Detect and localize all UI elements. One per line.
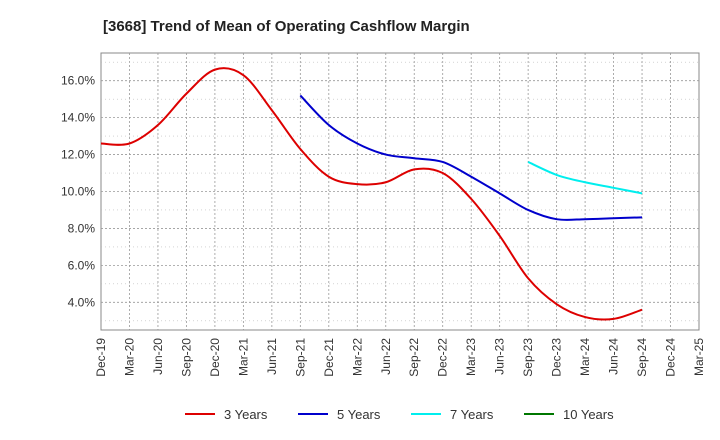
y-tick-label: 8.0% bbox=[68, 221, 96, 235]
x-tick-label: Sep-21 bbox=[293, 338, 307, 377]
x-tick-label: Mar-24 bbox=[578, 338, 592, 376]
x-tick-label: Mar-20 bbox=[122, 338, 136, 376]
x-tick-label: Dec-21 bbox=[322, 338, 336, 377]
y-tick-label: 12.0% bbox=[61, 148, 95, 162]
y-tick-label: 14.0% bbox=[61, 111, 95, 125]
x-tick-label: Sep-22 bbox=[407, 338, 421, 377]
x-tick-label: Mar-23 bbox=[464, 338, 478, 376]
series-line-3-years bbox=[100, 67, 643, 321]
x-tick-label: Mar-25 bbox=[692, 338, 706, 376]
y-tick-label: 6.0% bbox=[68, 258, 96, 272]
x-tick-label: Mar-22 bbox=[350, 338, 364, 376]
series-lines bbox=[100, 67, 643, 321]
x-axis: Dec-19 Mar-20 Jun-20 Sep-20 Dec-20 Mar-21 Jun-… bbox=[94, 338, 706, 377]
x-tick-label: Jun-22 bbox=[379, 338, 393, 375]
x-tick-label: Jun-24 bbox=[607, 338, 621, 375]
series-line-7-years bbox=[527, 161, 643, 195]
legend-label-3-years: 3 Years bbox=[224, 407, 268, 422]
y-tick-label: 10.0% bbox=[61, 185, 95, 199]
x-tick-label: Jun-21 bbox=[265, 338, 279, 375]
chart-title: [3668] Trend of Mean of Operating Cashfl… bbox=[103, 18, 470, 35]
x-tick-label: Dec-24 bbox=[664, 338, 678, 377]
x-tick-label: Jun-23 bbox=[493, 338, 507, 375]
y-tick-label: 16.0% bbox=[61, 74, 95, 88]
x-tick-label: Jun-20 bbox=[151, 338, 165, 375]
legend-label-7-years: 7 Years bbox=[450, 407, 494, 422]
legend-label-10-years: 10 Years bbox=[563, 407, 614, 422]
series-line-5-years bbox=[299, 94, 643, 221]
y-tick-label: 4.0% bbox=[68, 295, 96, 309]
x-tick-label: Dec-22 bbox=[436, 338, 450, 377]
legend: 3 Years 5 Years 7 Years 10 Years bbox=[185, 407, 614, 422]
y-axis: 4.0% 6.0% 8.0% 10.0% 12.0% 14.0% 16.0% bbox=[61, 74, 95, 310]
x-tick-label: Sep-23 bbox=[521, 338, 535, 377]
x-tick-label: Sep-24 bbox=[635, 338, 649, 377]
x-tick-label: Sep-20 bbox=[179, 338, 193, 377]
x-tick-label: Dec-19 bbox=[94, 338, 108, 377]
x-tick-label: Dec-23 bbox=[550, 338, 564, 377]
plot-area bbox=[100, 52, 700, 331]
x-tick-label: Dec-20 bbox=[208, 338, 222, 377]
legend-label-5-years: 5 Years bbox=[337, 407, 381, 422]
x-tick-label: Mar-21 bbox=[236, 338, 250, 376]
